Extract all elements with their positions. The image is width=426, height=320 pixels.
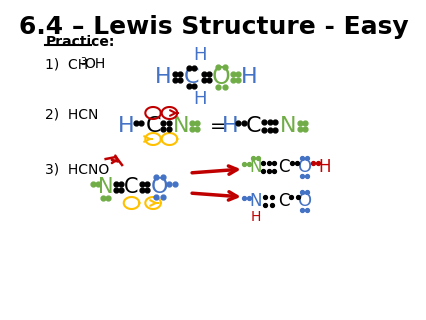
Text: OH: OH bbox=[84, 57, 105, 71]
Text: C: C bbox=[278, 158, 289, 176]
Text: Practice:: Practice: bbox=[45, 35, 114, 49]
Text: H: H bbox=[318, 158, 330, 176]
Text: C: C bbox=[124, 177, 138, 197]
Text: 3: 3 bbox=[81, 57, 86, 67]
Text: H: H bbox=[193, 46, 206, 64]
Text: N: N bbox=[279, 116, 296, 136]
Text: H: H bbox=[241, 67, 257, 87]
Text: H: H bbox=[155, 67, 171, 87]
Text: C: C bbox=[278, 192, 289, 210]
Text: O: O bbox=[150, 177, 167, 197]
Text: 3)  HCNO: 3) HCNO bbox=[45, 162, 109, 176]
Text: C: C bbox=[184, 67, 199, 87]
Text: O: O bbox=[297, 158, 311, 176]
Text: N: N bbox=[172, 116, 188, 136]
Text: H: H bbox=[118, 116, 134, 136]
Text: H: H bbox=[250, 210, 260, 224]
Text: =: = bbox=[209, 116, 225, 135]
Text: 1)  CH: 1) CH bbox=[45, 57, 88, 71]
Text: H: H bbox=[221, 116, 238, 136]
Text: O: O bbox=[211, 65, 230, 89]
Text: C: C bbox=[145, 116, 161, 136]
Text: O: O bbox=[297, 192, 311, 210]
Text: 6.4 – Lewis Structure - Easy: 6.4 – Lewis Structure - Easy bbox=[19, 15, 407, 39]
Text: N: N bbox=[249, 158, 262, 176]
Text: N: N bbox=[98, 177, 113, 197]
Text: N: N bbox=[249, 192, 262, 210]
Text: 2)  HCN: 2) HCN bbox=[45, 107, 98, 121]
Text: C: C bbox=[246, 116, 261, 136]
Text: H: H bbox=[193, 90, 206, 108]
